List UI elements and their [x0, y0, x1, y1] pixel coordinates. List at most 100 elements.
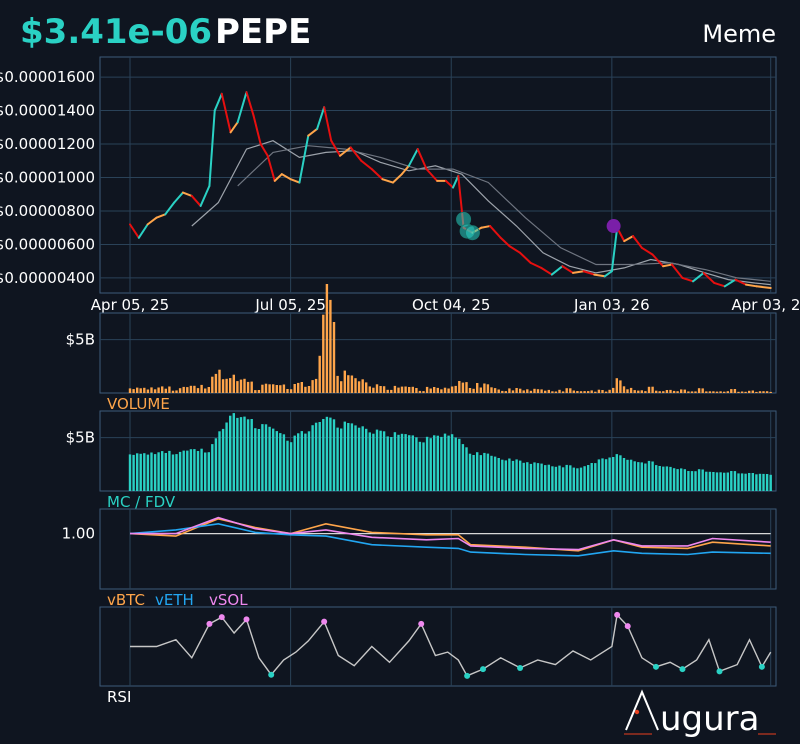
- price-segment: [632, 235, 643, 249]
- price-segment: [316, 106, 326, 130]
- volume-bar: [379, 386, 382, 393]
- volume-bar: [415, 388, 418, 393]
- x-tick-label: Jul 05, 25: [254, 296, 326, 314]
- mcfdv-bar: [211, 444, 214, 491]
- volume-bar: [279, 385, 282, 393]
- mcfdv-bar: [368, 432, 371, 491]
- mcfdv-bar: [708, 471, 712, 491]
- volume-bar: [715, 391, 719, 393]
- mcfdv-bar: [207, 452, 210, 491]
- rsi-overbought-marker: [243, 616, 250, 623]
- mcfdv-bar: [329, 417, 332, 491]
- mcfdv-bar: [594, 463, 597, 491]
- mcfdv-bar: [472, 455, 475, 491]
- volume-bar: [150, 387, 153, 393]
- volume-bar: [418, 390, 422, 393]
- volume-bar: [229, 378, 232, 393]
- volume-bar: [307, 386, 311, 393]
- price-segment: [489, 225, 502, 239]
- price-segment: [273, 173, 283, 182]
- mcfdv-bar: [314, 422, 318, 491]
- mcfdv-bar: [322, 419, 325, 491]
- mcfdv-bar: [769, 474, 772, 491]
- mcfdv-bar: [275, 431, 278, 491]
- mcfdv-bar: [168, 450, 171, 491]
- volume-bar: [712, 391, 715, 393]
- volume-bar: [425, 386, 429, 393]
- volume-bar: [615, 378, 618, 393]
- volume-bar: [587, 391, 590, 393]
- volume-bar: [447, 388, 450, 393]
- mcfdv-bar: [762, 473, 765, 491]
- volume-bar: [483, 383, 486, 393]
- volume-bar: [655, 390, 658, 393]
- mcfdv-bar: [687, 471, 690, 491]
- mcfdv-bar: [468, 453, 472, 491]
- price-segment: [220, 92, 232, 134]
- mcfdv-bar: [544, 465, 547, 491]
- mcfdv-bar: [404, 434, 407, 491]
- rsi-oversold-marker: [652, 663, 659, 670]
- mcfdv-bar: [382, 431, 386, 491]
- volume-bar: [297, 382, 300, 393]
- volume-bar: [221, 379, 225, 393]
- mcfdv-bar: [332, 419, 336, 491]
- mcfdv-bar: [436, 435, 439, 491]
- price-segment: [407, 148, 419, 167]
- mcfdv-bar: [375, 429, 379, 491]
- volume-bar: [708, 391, 712, 393]
- rsi-overbought-marker: [218, 614, 225, 621]
- mcfdv-bar: [250, 419, 253, 491]
- volume-bar: [207, 387, 210, 393]
- volume-bar: [343, 370, 346, 393]
- mcfdv-bar: [150, 452, 153, 491]
- price-segment: [129, 223, 140, 239]
- volume-bar: [737, 391, 740, 393]
- volume-bar: [751, 390, 754, 393]
- volume-bar: [644, 391, 647, 393]
- mcfdv-bar: [189, 449, 193, 491]
- price-segment: [307, 127, 319, 137]
- volume-bar: [701, 388, 704, 393]
- mcfdv-bar: [583, 466, 586, 491]
- price-segment: [692, 271, 705, 283]
- volume-bar: [697, 388, 701, 393]
- mcfdv-bar: [225, 422, 228, 491]
- mcfdv-bar: [540, 463, 543, 491]
- vsol-line: [130, 516, 771, 551]
- mcfdv-bar: [476, 452, 479, 491]
- price-segment: [146, 216, 158, 226]
- price-segment: [702, 271, 716, 284]
- y-tick-label: $0.00001600: [0, 68, 95, 86]
- volume-bar: [193, 385, 196, 393]
- mcfdv-bar: [758, 473, 762, 491]
- mcfdv-bar: [712, 472, 715, 491]
- mcfdv-bar: [254, 428, 257, 491]
- volume-bar: [282, 384, 286, 393]
- price-segment: [416, 148, 428, 171]
- volume-bar: [687, 391, 690, 393]
- volume-bar: [622, 386, 626, 393]
- mcfdv-bar: [318, 422, 321, 491]
- mcfdv-bar: [429, 438, 432, 491]
- mcfdv-label: MC / FDV: [107, 493, 176, 511]
- price-segment: [213, 92, 223, 112]
- volume-bar: [719, 391, 722, 393]
- mcfdv-bar: [680, 468, 683, 491]
- price-segment: [245, 91, 255, 117]
- mcfdv-bar: [139, 453, 142, 491]
- volume-bar: [590, 390, 593, 393]
- volume-bar: [511, 390, 515, 393]
- volume-bar: [304, 386, 307, 393]
- mcfdv-bar: [300, 431, 303, 491]
- volume-bar: [168, 386, 171, 393]
- rsi-label: RSI: [107, 688, 131, 706]
- mcfdv-bar: [175, 454, 178, 491]
- volume-bar: [479, 387, 482, 393]
- price-segment: [593, 273, 606, 278]
- volume-bar: [454, 385, 457, 393]
- volume-bar: [612, 387, 615, 393]
- volume-bar: [508, 388, 511, 393]
- volume-bar: [272, 384, 275, 393]
